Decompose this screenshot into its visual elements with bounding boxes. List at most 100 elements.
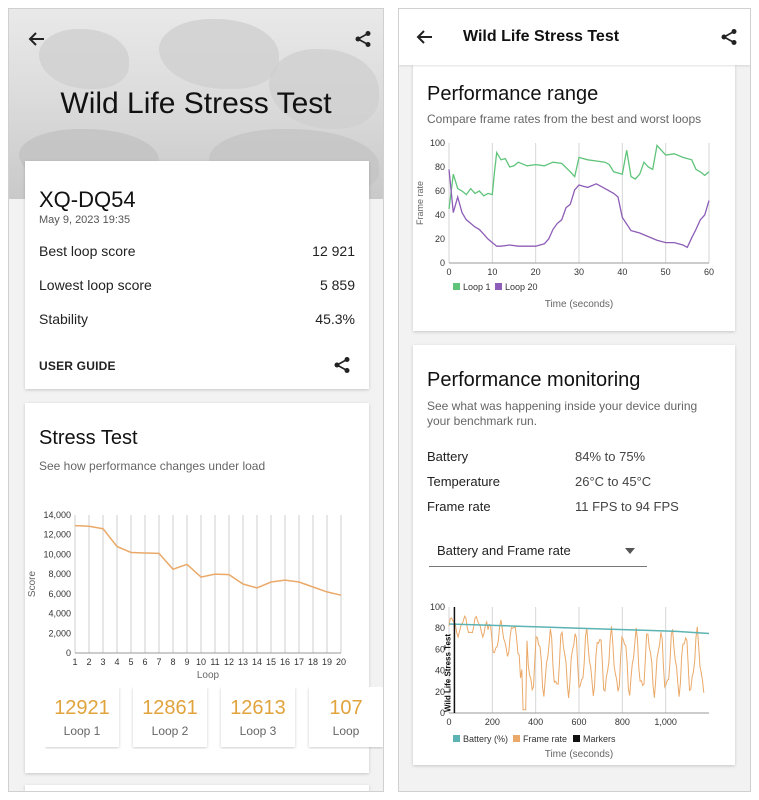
legend-swatch: [513, 735, 520, 742]
x-tick-label: 9: [184, 657, 189, 667]
y-axis-label: Frame rate: [415, 181, 425, 225]
x-tick-label: 6: [142, 657, 147, 667]
chart-metric-select[interactable]: Battery and Frame rate: [429, 535, 647, 567]
y-tick-label: 80: [435, 162, 445, 172]
monitoring-chart: 0 200 400 600 800 1,000 0 20 40 60 80 100 Wild Life …: [430, 602, 710, 760]
dropdown-arrow-icon: [625, 548, 635, 554]
legend-swatch: [495, 283, 502, 290]
y-tick-label: 100: [430, 602, 445, 612]
user-guide-link[interactable]: USER GUIDE: [39, 359, 116, 373]
share-icon[interactable]: [715, 23, 743, 51]
series-line-loop-20: [448, 169, 710, 249]
y-tick-label: 0: [440, 258, 445, 268]
x-tick-label: 7: [156, 657, 161, 667]
legend-swatch: [453, 735, 460, 742]
x-tick-label: 12: [224, 657, 234, 667]
y-tick-label: 40: [435, 210, 445, 220]
summary-row-stability: Stability 45.3%: [39, 311, 355, 327]
x-tick-label: 2: [86, 657, 91, 667]
legend-swatch: [573, 735, 580, 742]
page-title: Wild Life Stress Test: [60, 87, 332, 120]
share-icon[interactable]: [328, 351, 356, 379]
x-tick-label: 800: [615, 717, 630, 727]
x-tick-label: 50: [661, 267, 671, 277]
performance-monitoring-subtitle: See what was happening inside your devic…: [427, 399, 698, 428]
y-tick-label: 0: [440, 708, 445, 718]
loop-tiles: 12921 Loop 1 12861 Loop 2 12613 Loop 3 107 L…: [45, 687, 383, 749]
y-tick-label: 4,000: [48, 609, 71, 619]
loop-tile[interactable]: 107 Loop: [309, 687, 383, 747]
left-screen: Wild Life Stress Test XQ-DQ54 May 9, 202…: [8, 8, 384, 792]
summary-row-best: Best loop score 12 921: [39, 243, 355, 259]
x-axis-label: Time (seconds): [545, 749, 614, 760]
performance-monitoring-title: Performance monitoring: [427, 369, 641, 391]
x-tick-label: 0: [446, 717, 451, 727]
performance-range-title: Performance range: [427, 83, 599, 105]
y-tick-label: 10,000: [43, 549, 71, 559]
run-date: May 9, 2023 19:35: [39, 214, 131, 226]
right-screen: Performance range Compare frame rates fr…: [398, 8, 751, 792]
y-tick-label: 0: [66, 648, 71, 658]
summary-row-lowest: Lowest loop score 5 859: [39, 277, 355, 293]
legend-swatch: [453, 283, 460, 290]
x-tick-label: 14: [252, 657, 262, 667]
y-tick-label: 8,000: [48, 569, 71, 579]
series-line-frame-rate: [448, 614, 705, 711]
performance-monitoring-card: Performance monitoring See what was happ…: [413, 345, 735, 765]
x-tick-label: 20: [336, 657, 346, 667]
x-tick-label: 200: [485, 717, 500, 727]
share-icon[interactable]: [349, 25, 377, 53]
x-axis-label: Time (seconds): [545, 299, 614, 310]
legend-label: Loop 20: [505, 282, 538, 292]
x-tick-label: 30: [574, 267, 584, 277]
x-tick-label: 10: [487, 267, 497, 277]
x-tick-label: 1,000: [654, 717, 677, 727]
legend-label: Battery (%): [463, 734, 508, 744]
x-axis-label: Loop: [197, 670, 220, 681]
app-bar: Wild Life Stress Test: [399, 9, 750, 65]
loop-tile[interactable]: 12921 Loop 1: [45, 687, 119, 747]
y-tick-label: 14,000: [43, 510, 71, 520]
back-arrow-icon[interactable]: [411, 23, 439, 51]
y-tick-label: 6,000: [48, 589, 71, 599]
result-summary-card: XQ-DQ54 May 9, 2023 19:35 Best loop scor…: [25, 161, 369, 389]
y-tick-label: 100: [430, 138, 445, 148]
y-tick-label: 80: [435, 623, 445, 633]
next-card: [25, 785, 369, 791]
marker-label: Wild Life Stress Test: [443, 634, 452, 712]
x-tick-label: 600: [571, 717, 586, 727]
y-tick-label: 20: [435, 234, 445, 244]
y-tick-label: 2,000: [48, 628, 71, 638]
series-line-loop-1: [448, 143, 710, 210]
stress-test-subtitle: See how performance changes under load: [39, 459, 266, 473]
frame-rate-range-chart: 0 10 20 30 40 50 60 0 20 40 60 80 100 Frame rate Loop …: [415, 138, 714, 310]
y-tick-label: 12,000: [43, 530, 71, 540]
performance-range-card: Performance range Compare frame rates fr…: [413, 65, 735, 331]
stress-test-card: Stress Test See how performance changes …: [25, 403, 383, 773]
x-tick-label: 400: [528, 717, 543, 727]
x-tick-label: 11: [210, 657, 219, 667]
device-name: XQ-DQ54: [39, 187, 136, 212]
x-tick-label: 0: [446, 267, 451, 277]
back-arrow-icon[interactable]: [23, 25, 51, 53]
x-tick-label: 16: [280, 657, 290, 667]
y-tick-label: 60: [435, 186, 445, 196]
x-tick-label: 10: [196, 657, 206, 667]
x-tick-label: 60: [704, 267, 714, 277]
x-tick-label: 4: [114, 657, 119, 667]
x-tick-label: 3: [100, 657, 105, 667]
x-tick-label: 15: [266, 657, 276, 667]
y-tick-label: 60: [435, 644, 445, 654]
x-tick-label: 13: [238, 657, 248, 667]
score-chart: 1 2 3 4 5 6 7 8 9 10 11 12 13 14 15 16 17 18 19 2002,0004,0…: [27, 510, 346, 681]
x-tick-label: 20: [531, 267, 541, 277]
loop-tile[interactable]: 12861 Loop 2: [133, 687, 207, 747]
y-tick-label: 20: [435, 687, 445, 697]
legend-label: Markers: [583, 734, 616, 744]
app-bar-title: Wild Life Stress Test: [463, 28, 620, 45]
x-tick-label: 5: [128, 657, 133, 667]
y-tick-label: 40: [435, 666, 445, 676]
loop-tile[interactable]: 12613 Loop 3: [221, 687, 295, 747]
score-series-line: [74, 524, 342, 596]
x-tick-label: 19: [322, 657, 332, 667]
